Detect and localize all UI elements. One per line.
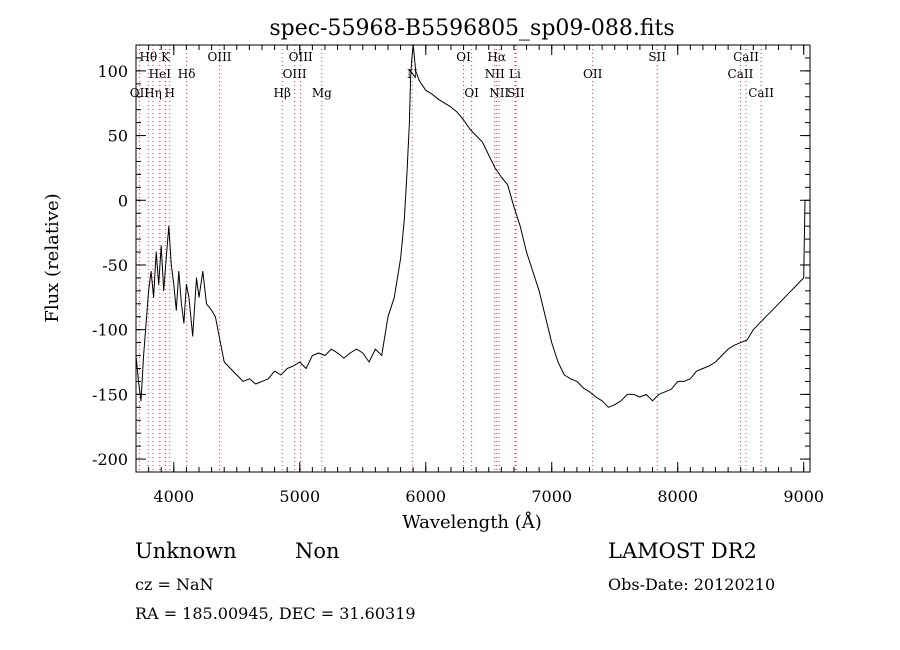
x-tick-label: 6000 [405, 487, 446, 506]
emission-line-label: CaII [728, 67, 754, 81]
emission-line-label: CaII [733, 50, 759, 64]
emission-line-label: Li [509, 67, 521, 81]
y-tick-label: 100 [97, 62, 128, 81]
object-subclass: Non [295, 539, 340, 563]
y-axis-label: Flux (relative) [42, 193, 63, 322]
emission-line-label: NII [489, 86, 509, 100]
emission-line-label: Hη [144, 86, 162, 100]
x-tick-label: 9000 [783, 487, 824, 506]
emission-line-label: OI [456, 50, 471, 64]
emission-line-label: Mg [312, 86, 332, 100]
emission-line-label: H [165, 86, 175, 100]
x-tick-label: 8000 [657, 487, 698, 506]
y-tick-label: -150 [92, 385, 128, 404]
emission-line-label: Hβ [274, 86, 291, 100]
x-tick-label: 5000 [279, 487, 320, 506]
emission-line-label: N [407, 67, 418, 81]
redshift-value: cz = NaN [135, 575, 214, 594]
spectrum-line [135, 44, 806, 408]
obs-date: Obs-Date: 20120210 [608, 575, 776, 594]
emission-line-label: SII [648, 50, 666, 64]
emission-line-label: OII [583, 67, 603, 81]
emission-line-label: OII [130, 86, 150, 100]
x-tick-label: 7000 [531, 487, 572, 506]
object-class: Unknown [135, 539, 237, 563]
spectrum-series [135, 44, 806, 408]
emission-line-label: CaII [748, 86, 774, 100]
emission-line-label: OIII [207, 50, 231, 64]
x-tick-label: 4000 [153, 487, 194, 506]
emission-line-label: OI [464, 86, 479, 100]
y-tick-label: 50 [108, 127, 128, 146]
y-tick-label: 0 [118, 191, 128, 210]
emission-line-label: OIII [289, 50, 313, 64]
y-tick-label: -50 [102, 256, 128, 275]
emission-line-label: SII [507, 86, 525, 100]
emission-line-label: Hδ [178, 67, 196, 81]
survey-label: LAMOST DR2 [608, 539, 757, 563]
emission-line-label: K [161, 50, 171, 64]
emission-line-label: Hθ [139, 50, 157, 64]
y-tick-label: -200 [92, 450, 128, 469]
emission-line-label: Hα [487, 50, 506, 64]
plot-frame [135, 44, 811, 473]
y-tick-label: -100 [92, 321, 128, 340]
emission-line-label: NII [485, 67, 505, 81]
emission-line-label: HeI [149, 67, 172, 81]
chart-title: spec-55968-B5596805_sp09-088.fits [269, 16, 674, 41]
emission-line-label: OIII [283, 67, 307, 81]
x-axis-label: Wavelength (Å) [402, 511, 542, 533]
coordinates: RA = 185.00945, DEC = 31.60319 [135, 604, 416, 623]
axis-ticks: 4000 5000 6000 7000 8000 9000 100 50 0 -50 -100 -15… [92, 44, 824, 506]
